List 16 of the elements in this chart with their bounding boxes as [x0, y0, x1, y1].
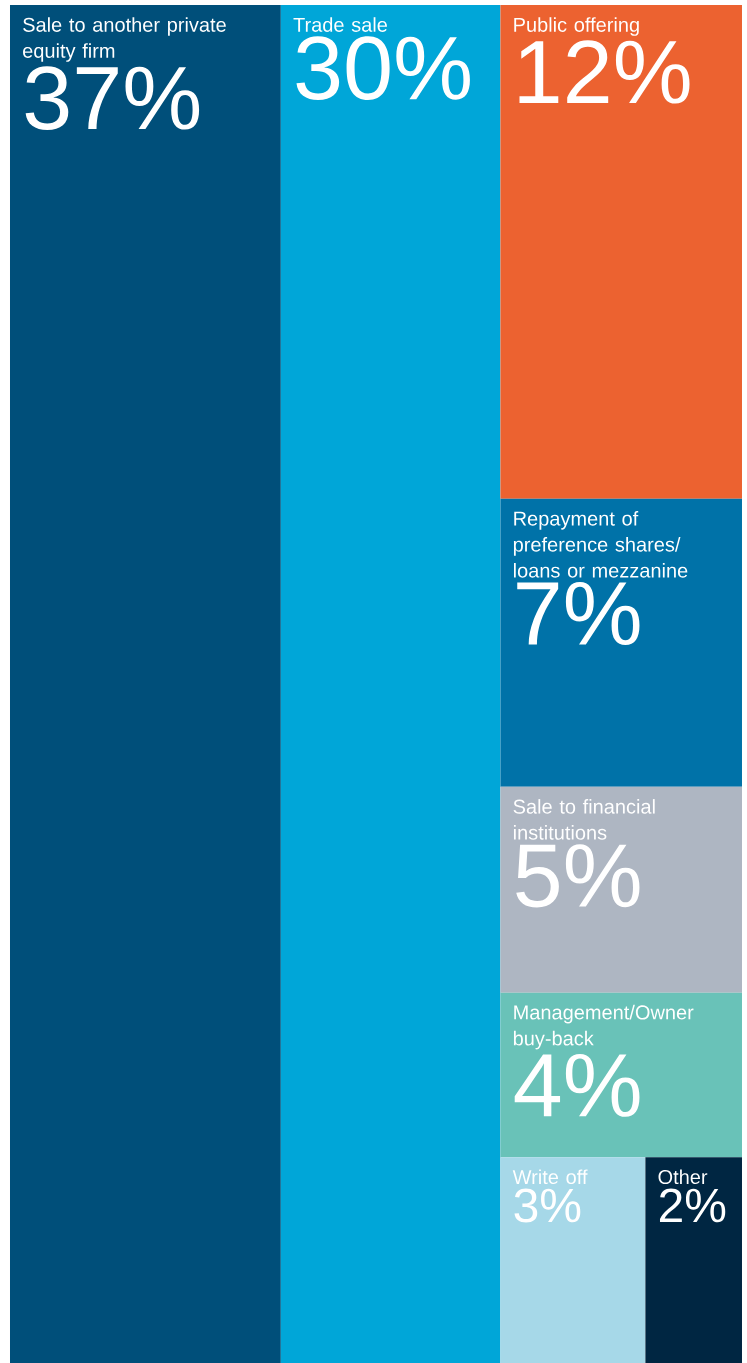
category-label: Repayment of preference shares/ loans or mezzanine — [513, 511, 688, 578]
category-label: Other — [658, 1169, 708, 1185]
data-label: 4% — [514, 1053, 640, 1117]
category-label: Write off — [512, 1169, 588, 1185]
category-label: Sale to financial institutions — [513, 799, 655, 840]
category-label: Public offering — [514, 17, 639, 36]
data-label: 2% — [659, 1188, 726, 1223]
data-label: 5% — [516, 844, 640, 908]
data-label: 3% — [514, 1188, 581, 1223]
data-label: 30% — [296, 36, 470, 101]
data-label: 12% — [519, 40, 690, 104]
data-label: 7% — [517, 582, 640, 646]
category-label: Management/Owner buy-back — [513, 1004, 694, 1050]
category-label: Sale to another private equity firm — [23, 17, 226, 62]
data-label: 37% — [25, 66, 200, 130]
category-label: Trade sale — [293, 17, 387, 32]
